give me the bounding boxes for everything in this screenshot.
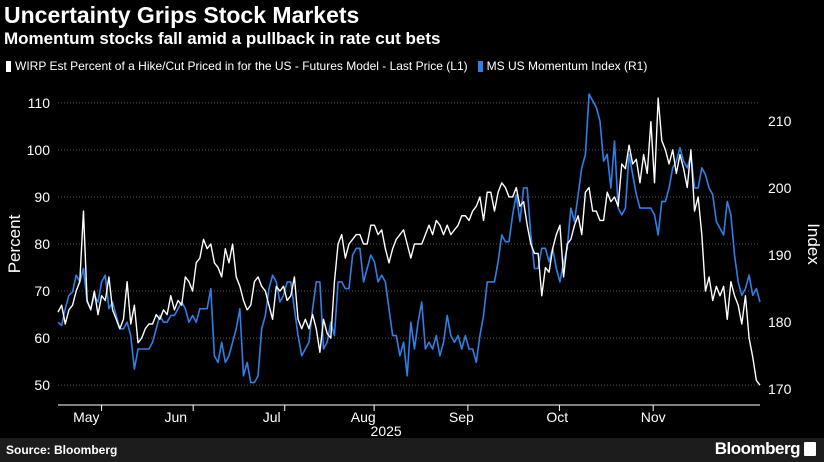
legend-label-momentum: MS US Momentum Index (R1) xyxy=(486,59,648,73)
y-left-tick-label: 80 xyxy=(34,236,50,252)
legend-swatch-momentum xyxy=(477,60,483,72)
brand-name: Bloomberg xyxy=(714,439,801,458)
x-tick-label-aug: Aug xyxy=(351,409,376,425)
y-left-tick-label: 100 xyxy=(27,142,51,158)
x-tick-label-jun: Jun xyxy=(164,409,187,425)
legend-swatch-wirp xyxy=(6,60,11,72)
y-right-tick-label: 210 xyxy=(768,113,792,129)
brand-logo: Bloomberg xyxy=(715,439,816,459)
x-tick-label-may: May xyxy=(73,409,99,425)
y-right-tick-label: 190 xyxy=(768,247,792,263)
brand-mark-icon xyxy=(804,442,816,456)
series-line-wirp xyxy=(57,97,761,386)
x-tick-label-jul: Jul xyxy=(263,409,281,425)
y-left-tick-label: 90 xyxy=(34,189,50,205)
legend-item-wirp: WIRP Est Percent of a Hike/Cut Priced in… xyxy=(6,59,468,73)
line-chart: 50 60 70 80 90 100 110 170 180 190 200 210 Percent In… xyxy=(5,93,823,438)
y-left-tick-label: 110 xyxy=(28,95,51,111)
y-right-axis-title: Index xyxy=(804,223,823,265)
legend: WIRP Est Percent of a Hike/Cut Priced in… xyxy=(6,58,657,74)
source-note: Source: Bloomberg xyxy=(6,443,118,457)
legend-label-wirp: WIRP Est Percent of a Hike/Cut Priced in… xyxy=(15,59,468,73)
y-left-tick-label: 70 xyxy=(34,283,50,299)
y-right-tick-label: 200 xyxy=(768,180,792,196)
y-left-tick-label: 50 xyxy=(34,377,50,393)
chart-subtitle: Momentum stocks fall amid a pullback in … xyxy=(4,29,441,48)
y-right-tick-label: 170 xyxy=(768,381,792,397)
y-left-tick-label: 60 xyxy=(34,330,50,346)
chart-title: Uncertainty Grips Stock Markets xyxy=(4,2,360,28)
x-axis-year-label: 2025 xyxy=(371,423,402,438)
x-tick-label-nov: Nov xyxy=(641,409,666,425)
y-right-tick-label: 180 xyxy=(768,314,792,330)
legend-item-momentum: MS US Momentum Index (R1) xyxy=(477,59,648,73)
x-tick-label-sep: Sep xyxy=(449,409,474,425)
x-tick-label-oct: Oct xyxy=(546,409,568,425)
y-left-axis-title: Percent xyxy=(5,214,24,273)
footer: Source: Bloomberg Bloomberg xyxy=(0,438,824,462)
series-line-momentum-index xyxy=(57,93,761,384)
